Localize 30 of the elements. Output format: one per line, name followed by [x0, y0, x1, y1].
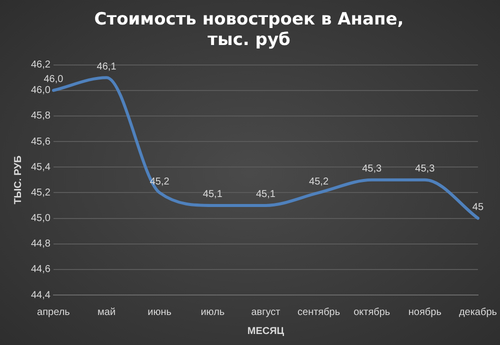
data-label: 45 [472, 202, 484, 214]
data-label: 45,2 [309, 176, 329, 188]
data-label: 45,1 [256, 189, 276, 200]
x-tick-label: май [98, 306, 116, 318]
y-tick-label: 45,0 [30, 213, 51, 224]
y-tick-label: 46,0 [30, 85, 51, 96]
y-tick-label: 45,2 [30, 187, 51, 198]
x-tick-label: ноябрь [408, 306, 442, 318]
y-tick-label: 46,2 [30, 60, 51, 71]
y-tick-label: 44,8 [30, 238, 51, 250]
x-tick-label: апрель [37, 306, 70, 318]
x-tick-label: декабрь [458, 306, 498, 318]
x-tick-label: август [251, 306, 281, 318]
data-label: 46,0 [44, 74, 64, 86]
x-tick-label: сентябрь [297, 306, 340, 318]
x-tick-label: июль [200, 306, 225, 318]
data-label: 45,1 [202, 189, 223, 200]
y-tick-label: 44,6 [30, 264, 51, 276]
data-label: 46,1 [96, 61, 117, 72]
x-axis-title: МЕСЯЦ [247, 326, 285, 337]
x-tick-label: октябрь [354, 306, 390, 318]
data-label: 45,3 [415, 164, 436, 175]
y-axis-title: ТЫС. РУБ [12, 156, 24, 204]
data-label: 45,3 [362, 164, 382, 175]
y-tick-label: 45,8 [30, 110, 51, 122]
chart-title: Стоимость новостроек в Анапе, тыс. руб [94, 10, 404, 50]
y-tick-label: 44,4 [30, 290, 51, 301]
x-tick-label: июнь [148, 306, 172, 318]
y-tick-label: 45,4 [30, 162, 51, 173]
y-tick-label: 45,6 [30, 136, 51, 148]
